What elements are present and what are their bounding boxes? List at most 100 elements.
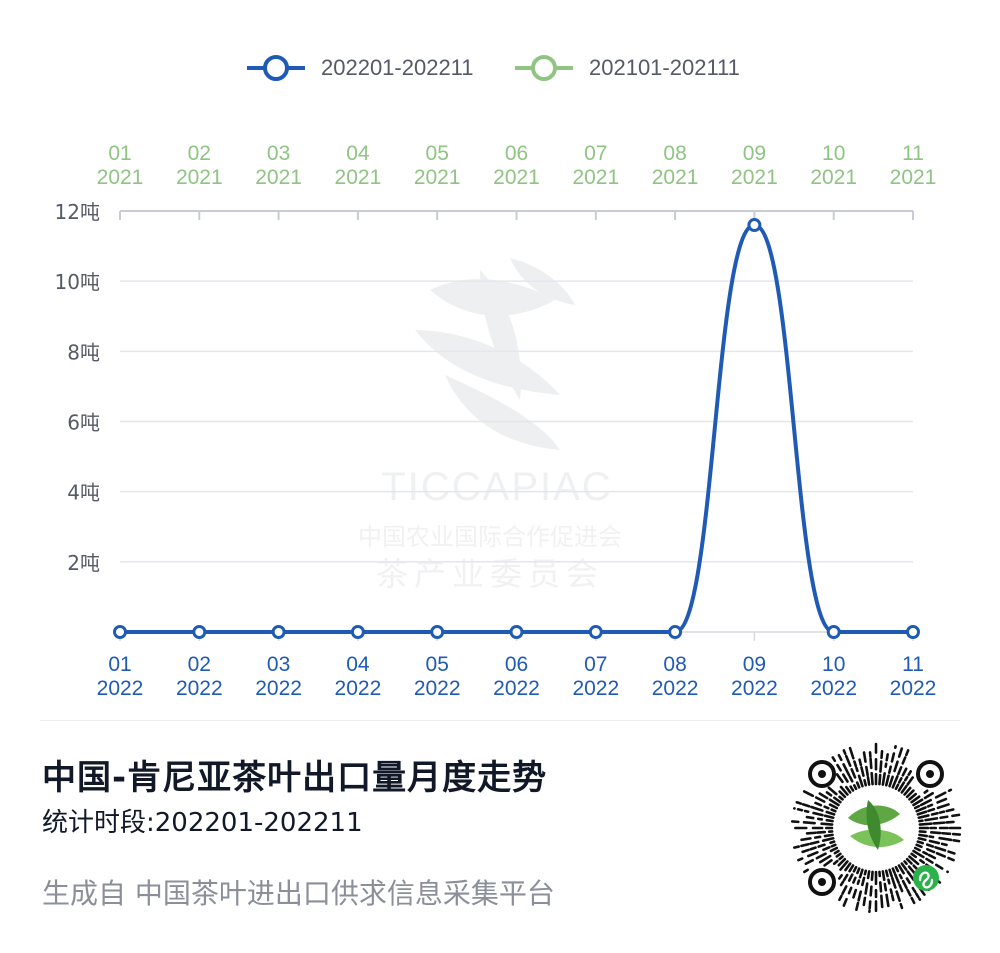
qr-ray xyxy=(816,830,827,834)
qr-ray xyxy=(945,808,955,813)
qr-ray xyxy=(910,896,916,905)
qr-ray xyxy=(941,831,952,836)
qr-ray xyxy=(818,792,829,800)
qr-ray xyxy=(904,749,910,757)
y-tick-label: 6吨 xyxy=(67,411,100,435)
qr-ray xyxy=(864,882,869,895)
top-tick-label-year: 2021 xyxy=(890,166,937,189)
series-layer xyxy=(113,218,920,639)
bottom-tick-label-year: 2022 xyxy=(414,677,461,700)
qr-ray xyxy=(951,813,961,818)
qr-ray xyxy=(916,810,928,816)
qr-ray xyxy=(801,848,810,854)
qr-ray xyxy=(920,889,926,896)
qr-ray xyxy=(838,790,847,799)
qr-ray xyxy=(839,860,849,871)
bottom-tick-label-month: 01 xyxy=(108,653,131,676)
qr-ray xyxy=(869,757,873,770)
qr-ray xyxy=(838,894,843,902)
qr-ray xyxy=(855,901,860,911)
legend-item-2021[interactable]: 202101-202111 xyxy=(513,48,740,88)
data-point xyxy=(350,625,365,639)
watermark-leaf-icon xyxy=(415,258,575,450)
qr-ray xyxy=(885,753,889,762)
qr-ray xyxy=(817,843,826,848)
qr-ray xyxy=(823,833,834,838)
bottom-tick-label-year: 2022 xyxy=(335,677,382,700)
qr-ray xyxy=(823,814,835,820)
top-tick-label-year: 2021 xyxy=(176,166,223,189)
qr-ray xyxy=(835,773,844,784)
qr-ray xyxy=(821,836,835,842)
qr-ray xyxy=(841,885,848,895)
mini-program-icon xyxy=(913,865,939,891)
top-tick-label-month: 03 xyxy=(267,142,290,165)
qr-ray xyxy=(835,852,842,858)
bottom-tick-label-month: 07 xyxy=(584,653,607,676)
qr-ray xyxy=(891,867,896,875)
qr-center-leaf-icon xyxy=(848,800,904,850)
y-tick-label: 4吨 xyxy=(67,481,100,505)
watermark-brand: TICCAPIAC xyxy=(381,465,612,509)
qr-ray xyxy=(810,805,824,812)
y-tick-label: 2吨 xyxy=(67,551,100,575)
qr-ray xyxy=(925,843,935,848)
bottom-tick-label-year: 2022 xyxy=(255,677,302,700)
qr-ray xyxy=(836,763,842,772)
qr-ray xyxy=(899,902,904,910)
top-tick-label-month: 07 xyxy=(584,142,607,165)
qr-ray xyxy=(796,807,804,812)
qr-ray xyxy=(919,858,926,864)
qr-ray xyxy=(848,864,855,873)
qr-ray xyxy=(947,850,956,855)
qr-ray xyxy=(894,873,900,884)
qr-ray xyxy=(862,751,867,763)
qr-ray xyxy=(833,849,840,855)
qr-ray xyxy=(806,851,819,858)
qr-ray xyxy=(848,746,855,760)
qr-ray xyxy=(816,817,824,821)
legend-label-2022: 202201-202211 xyxy=(321,55,474,80)
top-tick-label-year: 2021 xyxy=(652,166,699,189)
qr-code-icon[interactable] xyxy=(788,740,964,916)
qr-ray xyxy=(823,805,830,810)
legend-item-2022[interactable]: 202201-202211 xyxy=(245,48,474,88)
qr-ray xyxy=(939,815,949,820)
qr-ray xyxy=(884,869,889,878)
qr-ray xyxy=(897,747,904,758)
qr-ray xyxy=(935,851,947,858)
qr-ray xyxy=(861,876,866,887)
qr-ray xyxy=(814,796,826,803)
qr-ray xyxy=(897,765,903,776)
qr-ray xyxy=(938,836,953,842)
qr-ray xyxy=(802,821,816,825)
data-point xyxy=(271,625,286,639)
qr-ray xyxy=(880,750,884,760)
top-tick-label-year: 2021 xyxy=(255,166,302,189)
qr-ray xyxy=(901,756,907,765)
qr-ray xyxy=(863,779,868,787)
qr-ray xyxy=(928,835,935,839)
qr-ray xyxy=(903,786,912,796)
qr-ray xyxy=(885,893,890,908)
qr-ray xyxy=(923,791,934,800)
qr-ray xyxy=(907,770,912,777)
qr-ray xyxy=(870,870,874,882)
qr-ray xyxy=(812,811,824,817)
qr-ray xyxy=(860,766,865,777)
qr-ray xyxy=(911,886,917,894)
qr-ray xyxy=(900,784,908,794)
qr-ray xyxy=(927,853,937,860)
qr-ray xyxy=(915,892,920,899)
bottom-tick-label-year: 2022 xyxy=(176,677,223,700)
qr-ray xyxy=(847,886,853,895)
qr-ray xyxy=(793,845,801,849)
qr-ray xyxy=(870,771,874,786)
qr-ray xyxy=(839,880,845,887)
qr-ray xyxy=(936,803,950,810)
qr-ray xyxy=(825,791,833,797)
qr-ray xyxy=(801,803,811,808)
qr-ray xyxy=(823,859,833,867)
qr-ray xyxy=(926,803,934,808)
qr-ray xyxy=(868,900,872,910)
